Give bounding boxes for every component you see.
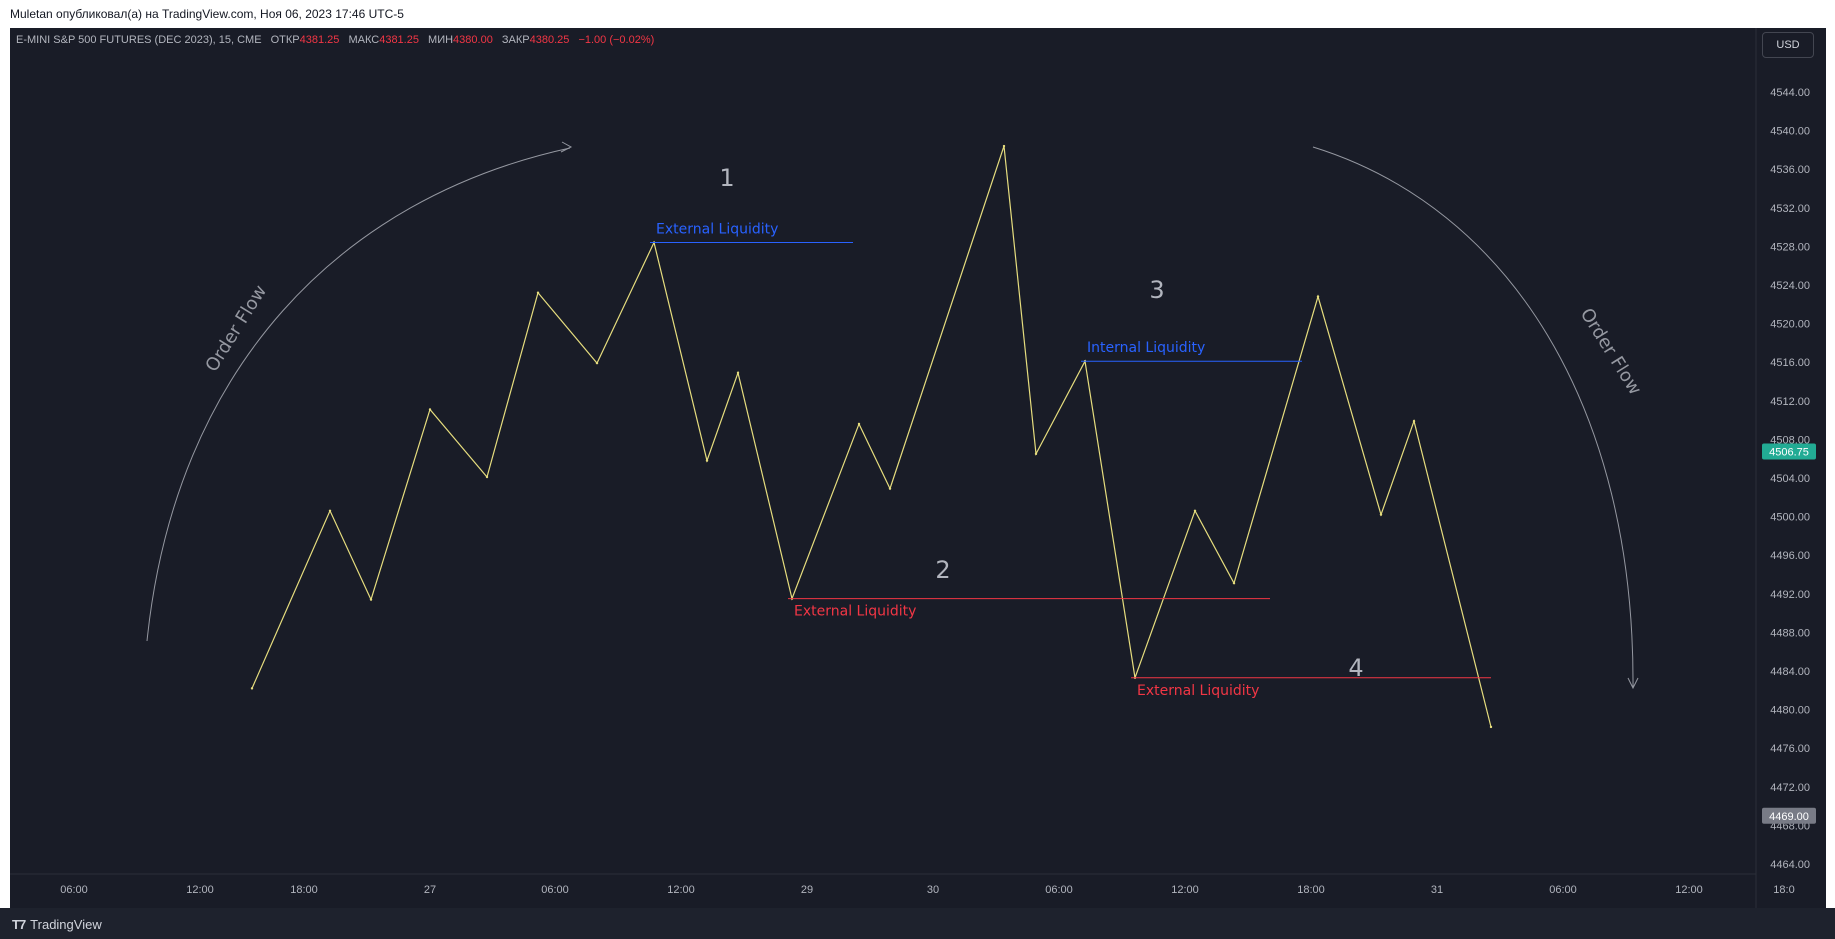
x-tick-label: 06:00 [1549,884,1577,896]
y-tick-label: 4488.00 [1770,627,1810,639]
publisher-bar: Muletan опубликовал(а) на TradingView.co… [0,0,1835,28]
marker-price-label: 4469.00 [1769,811,1809,823]
price-point [1034,452,1038,456]
x-tick-label: 06:00 [1045,884,1073,896]
y-tick-label: 4512.00 [1770,396,1810,408]
y-tick-label: 4504.00 [1770,473,1810,485]
x-tick-label: 18:0 [1773,884,1794,896]
current-price-label: 4506.75 [1769,446,1809,458]
wave-number: 3 [1149,276,1164,304]
price-point [705,459,709,462]
x-tick-label: 12:00 [1675,884,1703,896]
legend-open-label: ОТКР [270,34,300,46]
price-chart[interactable]: 4544.00 4540.00 4536.00 4532.00 4528.00 4524.… [10,28,1826,908]
price-line [251,145,1492,728]
brand-name: TradingView [30,916,102,932]
legend-low-value: 4380.00 [453,34,493,46]
y-tick-label: 4492.00 [1770,589,1810,601]
price-point [1489,725,1493,729]
price-point [485,475,489,479]
y-tick-label: 4476.00 [1770,743,1810,755]
price-point [1316,295,1320,298]
price-point [369,598,373,601]
legend-high-value: 4381.25 [379,34,419,46]
y-tick-label: 4520.00 [1770,319,1810,331]
footer-bar: T7 TradingView [0,908,1835,939]
y-tick-label: 4540.00 [1770,126,1810,138]
order-flow-label: Order Flow [201,281,271,375]
y-tick-label: 4480.00 [1770,705,1810,717]
price-point [888,487,892,490]
currency-button[interactable]: USD [1762,32,1814,58]
wave-number: 1 [719,164,734,192]
liquidity-label: External Liquidity [656,222,778,238]
y-tick-label: 4544.00 [1770,87,1810,99]
legend-close-label: ЗАКР [501,34,530,46]
price-point [1232,581,1236,585]
x-tick-label: 12:00 [1171,884,1199,896]
y-tick-label: 4532.00 [1770,203,1810,215]
symbol-legend: E-MINI S&P 500 FUTURES (DEC 2023), 15, C… [16,34,654,46]
legend-symbol: E-MINI S&P 500 FUTURES (DEC 2023), 15, C… [16,34,262,46]
x-tick-label: 18:00 [290,884,318,896]
price-point [857,422,861,426]
tradingview-logo[interactable]: T7 TradingView [12,915,102,933]
y-tick-label: 4496.00 [1770,550,1810,562]
x-tick-label: 27 [424,884,436,896]
y-tick-label: 4508.00 [1770,434,1810,446]
y-tick-label: 4536.00 [1770,164,1810,176]
y-tick-label: 4524.00 [1770,280,1810,292]
price-point [736,371,740,375]
wave-number: 4 [1348,654,1363,682]
price-point [1002,144,1006,148]
liquidity-label: External Liquidity [1137,683,1259,699]
arrowhead-icon [1627,677,1639,690]
y-tick-label: 4516.00 [1770,357,1810,369]
marker-price-badge [1762,807,1816,824]
legend-change: −1.00 (−0.02%) [578,34,655,46]
legend-open-value: 4381.25 [299,34,340,46]
price-point [595,361,599,365]
price-point [1379,513,1383,516]
wave-number: 2 [935,556,950,584]
price-point [536,291,540,294]
x-tick-label: 06:00 [541,884,569,896]
x-tick-label: 31 [1431,884,1443,896]
x-tick-label: 18:00 [1297,884,1325,896]
y-tick-label: 4464.00 [1770,859,1810,871]
y-tick-label: 4484.00 [1770,666,1810,678]
current-price-badge [1762,443,1816,460]
price-point [1412,419,1416,423]
publisher-text: Muletan опубликовал(а) на TradingView.co… [10,7,404,21]
x-tick-label: 06:00 [60,884,88,896]
tradingview-logo-icon: T7 [12,916,26,932]
price-point [250,687,254,690]
price-point [428,408,432,411]
legend-low-label: МИН [428,34,454,46]
legend-high-label: МАКС [348,34,380,46]
liquidity-label: External Liquidity [794,604,916,620]
price-point [328,509,332,513]
y-tick-label: 4472.00 [1770,782,1810,794]
x-tick-label: 29 [801,884,813,896]
chart-area[interactable]: 4544.00 4540.00 4536.00 4532.00 4528.00 4524.… [10,28,1826,908]
x-tick-label: 12:00 [667,884,695,896]
liquidity-label: Internal Liquidity [1087,340,1205,356]
order-flow-arc-left[interactable] [146,147,571,642]
order-flow-label: Order Flow [1576,305,1646,399]
y-tick-label: 4528.00 [1770,241,1810,253]
x-tick-label: 12:00 [186,884,214,896]
price-point [1193,509,1197,513]
y-tick-label: 4500.00 [1770,512,1810,524]
x-tick-label: 30 [927,884,939,896]
order-flow-arc-right[interactable] [1312,146,1634,689]
legend-close-value: 4380.25 [529,34,570,46]
arrowhead-icon [560,141,573,153]
